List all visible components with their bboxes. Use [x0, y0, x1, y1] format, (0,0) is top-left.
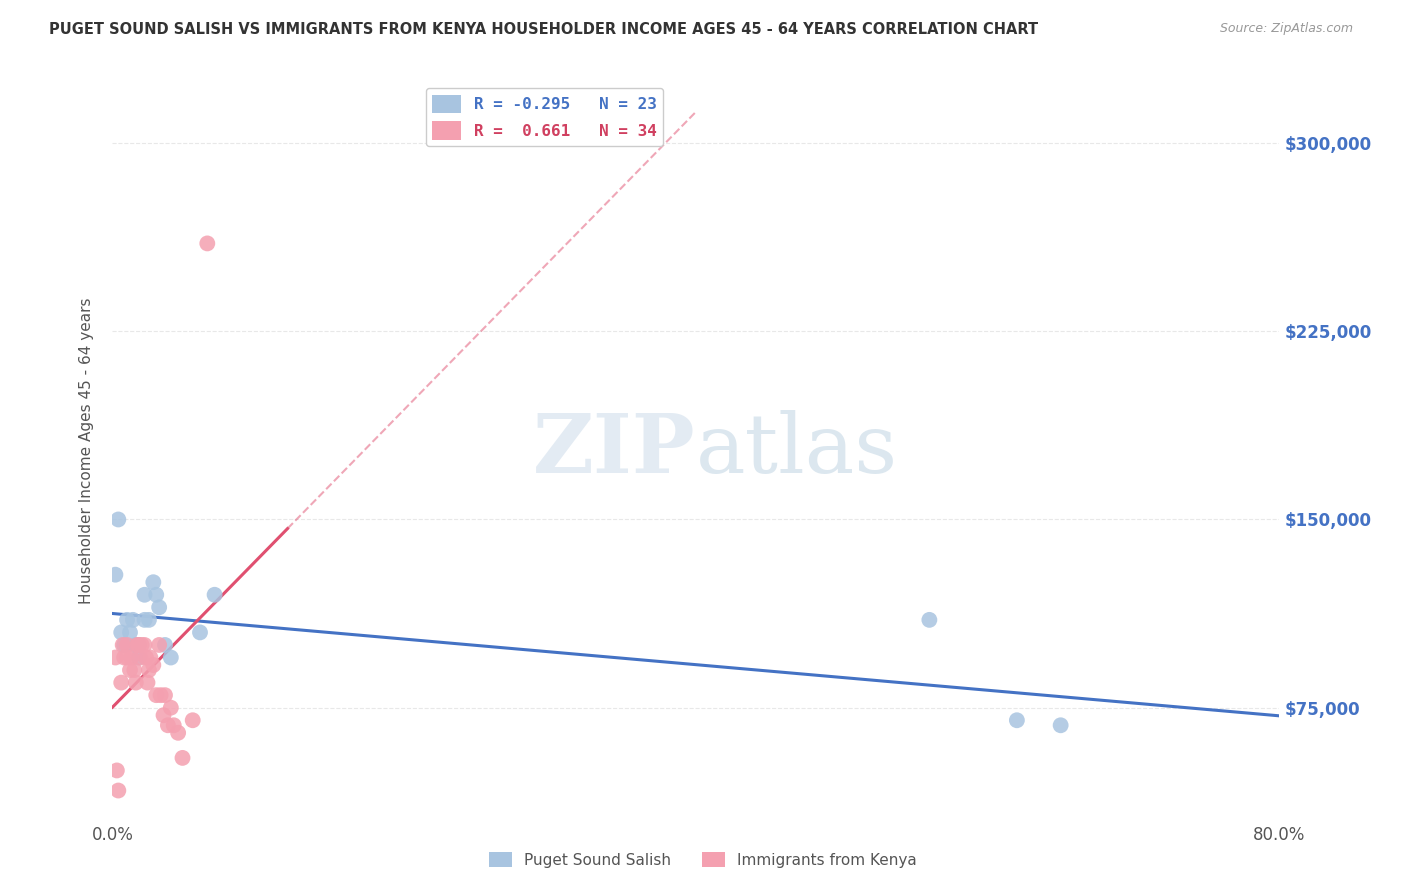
Point	[918, 613, 941, 627]
Point	[195, 236, 218, 251]
Point	[112, 638, 135, 652]
Point	[142, 658, 165, 673]
Point	[104, 650, 127, 665]
Point	[145, 688, 167, 702]
Y-axis label: Householder Income Ages 45 - 64 years: Householder Income Ages 45 - 64 years	[79, 297, 94, 604]
Point	[105, 764, 128, 778]
Point	[128, 650, 150, 665]
Point	[129, 650, 152, 665]
Point	[104, 567, 127, 582]
Point	[122, 613, 145, 627]
Point	[156, 718, 179, 732]
Point	[134, 613, 156, 627]
Point	[188, 625, 211, 640]
Point	[127, 638, 149, 652]
Legend: R = -0.295   N = 23, R =  0.661   N = 34: R = -0.295 N = 23, R = 0.661 N = 34	[426, 88, 662, 146]
Point	[149, 688, 172, 702]
Point	[120, 650, 142, 665]
Point	[204, 588, 226, 602]
Point	[148, 638, 170, 652]
Point	[131, 638, 153, 652]
Text: ZIP: ZIP	[533, 410, 696, 491]
Point	[118, 663, 141, 677]
Point	[138, 663, 160, 677]
Point	[181, 713, 204, 727]
Text: Source: ZipAtlas.com: Source: ZipAtlas.com	[1219, 22, 1353, 36]
Point	[115, 650, 138, 665]
Point	[125, 675, 148, 690]
Point	[107, 783, 129, 797]
Point	[136, 675, 159, 690]
Point	[138, 613, 160, 627]
Point	[118, 625, 141, 640]
Point	[134, 588, 156, 602]
Point	[160, 700, 183, 714]
Point	[128, 638, 150, 652]
Point	[153, 688, 176, 702]
Point	[145, 588, 167, 602]
Point	[152, 708, 174, 723]
Point	[112, 650, 135, 665]
Point	[107, 512, 129, 526]
Point	[1049, 718, 1071, 732]
Point	[1005, 713, 1028, 727]
Point	[160, 650, 183, 665]
Point	[134, 638, 156, 652]
Point	[142, 575, 165, 590]
Point	[115, 638, 138, 652]
Point	[111, 638, 134, 652]
Point	[110, 625, 132, 640]
Point	[110, 675, 132, 690]
Point	[148, 600, 170, 615]
Text: PUGET SOUND SALISH VS IMMIGRANTS FROM KENYA HOUSEHOLDER INCOME AGES 45 - 64 YEAR: PUGET SOUND SALISH VS IMMIGRANTS FROM KE…	[49, 22, 1039, 37]
Legend: Puget Sound Salish, Immigrants from Kenya: Puget Sound Salish, Immigrants from Keny…	[484, 846, 922, 873]
Point	[153, 638, 176, 652]
Point	[167, 726, 190, 740]
Point	[115, 613, 138, 627]
Text: atlas: atlas	[696, 410, 898, 491]
Point	[125, 638, 148, 652]
Point	[124, 663, 146, 677]
Point	[172, 751, 194, 765]
Point	[139, 650, 162, 665]
Point	[163, 718, 186, 732]
Point	[135, 650, 157, 665]
Point	[128, 638, 150, 652]
